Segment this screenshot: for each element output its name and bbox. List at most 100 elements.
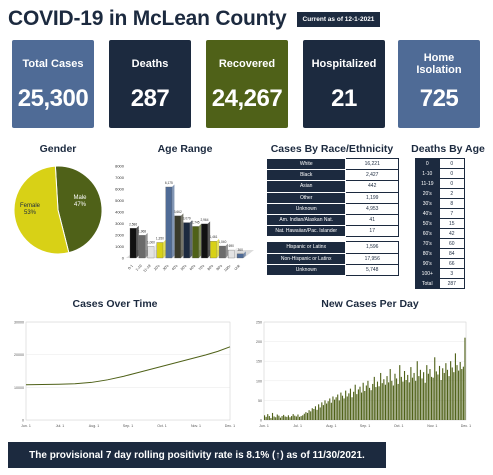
daily-case-bar bbox=[354, 384, 356, 420]
daily-case-bar bbox=[362, 382, 364, 420]
age-category-label: 80's bbox=[207, 264, 215, 272]
daily-case-bar bbox=[329, 398, 331, 420]
daily-case-bar bbox=[365, 385, 367, 420]
daily-case-bar bbox=[396, 378, 398, 420]
daily-case-bar bbox=[340, 392, 342, 420]
daily-case-bar bbox=[265, 416, 267, 420]
daily-case-bar bbox=[367, 380, 369, 420]
age-bar bbox=[183, 222, 190, 259]
pie-slice-male bbox=[54, 165, 103, 254]
race-label: Nat. Hawaiian/Pac. Islander bbox=[265, 225, 347, 238]
race-value: 1,596 bbox=[345, 241, 399, 254]
daily-chart-y-tick: 200 bbox=[256, 340, 262, 344]
daily-case-bar bbox=[353, 391, 355, 420]
daily-case-bar bbox=[424, 382, 426, 420]
age-y-tick: 8000 bbox=[115, 164, 125, 169]
daily-case-bar bbox=[419, 369, 421, 420]
daily-case-bar bbox=[349, 388, 352, 420]
age-group-label: 60's bbox=[415, 228, 440, 239]
daily-case-bar bbox=[298, 416, 301, 420]
daily-case-bar bbox=[305, 412, 307, 420]
daily-case-bar bbox=[300, 416, 302, 420]
daily-case-bar bbox=[372, 383, 374, 420]
race-row: Am. Indian/Alaskan Nat. 41 bbox=[265, 213, 399, 227]
daily-case-bar bbox=[303, 413, 305, 420]
daily-case-bar bbox=[461, 369, 463, 420]
stat-deaths: Deaths 287 bbox=[109, 40, 191, 128]
daily-case-bar bbox=[368, 387, 371, 420]
age-category-label: 0-1 bbox=[127, 264, 134, 271]
daily-case-bar bbox=[324, 400, 326, 420]
daily-chart-x-tick: Dec. 1 bbox=[461, 424, 471, 428]
deaths-age-row: 90's 66 bbox=[415, 258, 466, 269]
age-group-label: 70's bbox=[415, 238, 440, 249]
daily-case-bar bbox=[313, 409, 315, 420]
deaths-count: 42 bbox=[438, 228, 466, 239]
race-row: Black 2,427 bbox=[265, 169, 399, 182]
daily-case-bar bbox=[407, 374, 409, 420]
age-bar bbox=[174, 215, 182, 259]
daily-case-bar bbox=[314, 406, 317, 420]
daily-case-bar bbox=[375, 387, 377, 420]
age-category-label: Unk bbox=[234, 264, 241, 271]
page-title: COVID-19 in McLean County bbox=[8, 7, 287, 30]
daily-case-bar bbox=[446, 369, 449, 420]
race-label: Am. Indian/Alaskan Nat. bbox=[265, 213, 347, 227]
daily-case-bar bbox=[410, 367, 412, 420]
daily-case-bar bbox=[359, 386, 361, 420]
daily-case-bar bbox=[373, 376, 375, 420]
age-bar-value-label: 1,968 bbox=[138, 229, 146, 233]
stat-label: Recovered bbox=[218, 58, 276, 70]
daily-case-bar bbox=[386, 376, 388, 420]
daily-case-bar bbox=[416, 361, 418, 420]
pie-label-female: Female bbox=[20, 203, 41, 209]
daily-case-bar bbox=[427, 373, 429, 420]
daily-case-bar bbox=[392, 385, 394, 420]
daily-case-bar bbox=[279, 417, 282, 420]
daily-case-bar bbox=[270, 418, 272, 420]
daily-case-bar bbox=[453, 372, 455, 420]
pie-label-male: Male bbox=[73, 195, 87, 201]
daily-case-bar bbox=[434, 357, 436, 420]
race-value: 17,956 bbox=[345, 252, 399, 265]
age-category-label: 90's bbox=[216, 264, 224, 272]
age-y-tick: 7000 bbox=[115, 175, 125, 180]
age-group-label: 40's bbox=[415, 208, 440, 219]
daily-case-bar bbox=[295, 416, 297, 420]
daily-case-bar bbox=[458, 370, 460, 420]
age-bar-side bbox=[243, 251, 246, 258]
daily-case-bar bbox=[345, 390, 347, 420]
daily-case-bar bbox=[306, 412, 309, 420]
race-label: Non-Hispanic or Latinx bbox=[265, 252, 347, 265]
deaths-count: 66 bbox=[438, 258, 466, 269]
age-bar-value-label: 2,745 bbox=[192, 220, 200, 224]
age-y-tick: 5000 bbox=[115, 198, 125, 203]
age-category-label: 60's bbox=[189, 264, 197, 272]
daily-case-bar bbox=[415, 380, 417, 420]
daily-case-bar bbox=[330, 402, 332, 420]
daily-case-bar bbox=[437, 374, 439, 420]
stat-value: 24,267 bbox=[211, 85, 283, 112]
age-bar-value-label: 360 bbox=[238, 248, 244, 252]
daily-case-bar bbox=[332, 396, 334, 420]
age-bar-value-label: 1,040 bbox=[218, 240, 226, 244]
daily-case-bar bbox=[351, 397, 353, 420]
age-bar bbox=[192, 226, 199, 259]
stat-value: 725 bbox=[419, 85, 459, 112]
daily-case-bar bbox=[438, 365, 441, 420]
age-y-tick: 3000 bbox=[115, 221, 125, 226]
age-bar-side bbox=[136, 225, 139, 258]
gender-pie-chart: Female 53% Male 47% bbox=[13, 165, 103, 255]
deaths-count: 15 bbox=[438, 218, 466, 229]
deaths-count: 3 bbox=[438, 268, 466, 279]
daily-case-bar bbox=[405, 380, 407, 420]
age-bar-value-label: 6,175 bbox=[165, 181, 173, 185]
daily-case-bar bbox=[383, 379, 385, 420]
stat-value: 21 bbox=[331, 85, 357, 112]
age-bar bbox=[138, 235, 146, 259]
daily-case-bar bbox=[335, 397, 337, 420]
age-y-tick: 2000 bbox=[115, 233, 125, 238]
race-row: Nat. Hawaiian/Pac. Islander 17 bbox=[265, 225, 399, 238]
age-group-label: Total bbox=[415, 278, 440, 289]
line-chart-x-tick: Jun. 1 bbox=[21, 424, 31, 428]
